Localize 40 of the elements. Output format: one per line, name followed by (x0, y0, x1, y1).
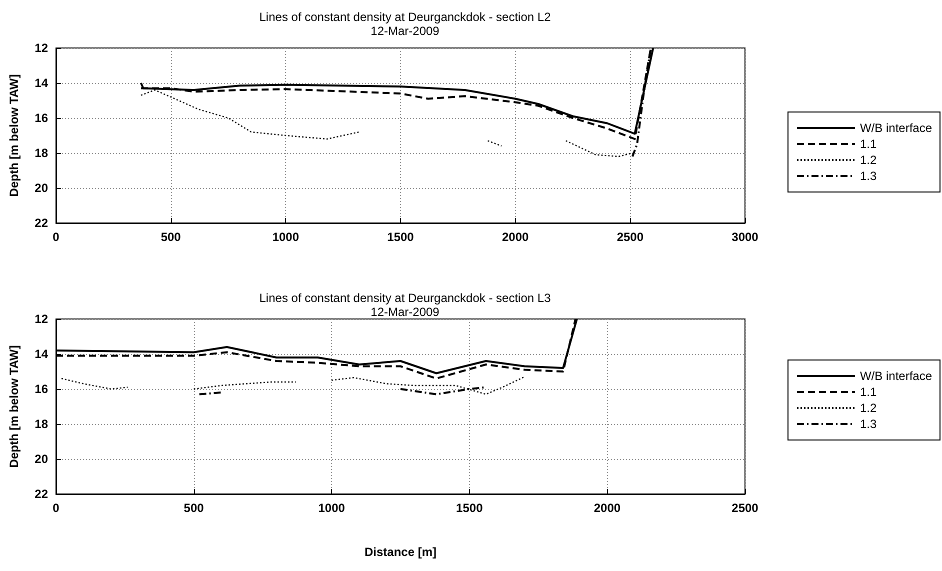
x-tick-label: 2000 (594, 501, 621, 515)
y-tick-label: 16 (34, 382, 48, 396)
y-tick-label: 12 (34, 41, 48, 55)
x-tick-label: 0 (52, 230, 60, 244)
x-tick-label: 1500 (387, 230, 414, 244)
y-tick-label: 12 (34, 312, 48, 326)
chart-title: Lines of constant density at Deurganckdok - section L3 (259, 291, 552, 305)
x-tick-label: 2000 (502, 230, 530, 244)
y-axis-title: Depth [m below TAW] (7, 345, 21, 468)
chart-title: Lines of constant density at Deurganckdok - section L2 (259, 10, 552, 24)
y-tick-label: 14 (34, 76, 48, 90)
y-tick-label: 20 (34, 452, 48, 466)
x-tick-label: 2500 (616, 230, 644, 244)
x-tick-label: 0 (52, 501, 60, 515)
legend-label: 1.3 (860, 417, 877, 431)
legend-label: 1.1 (860, 137, 877, 151)
x-tick-label: 500 (184, 501, 204, 515)
x-tick-label: 500 (160, 230, 182, 244)
x-tick-label: 1000 (272, 230, 300, 244)
x-tick-label: 1000 (318, 501, 346, 515)
y-tick-label: 18 (34, 417, 48, 431)
y-tick-label: 18 (34, 146, 48, 160)
x-tick-label: 2500 (732, 501, 759, 515)
y-tick-label: 14 (34, 347, 48, 361)
legend-label: 1.2 (860, 401, 877, 415)
y-axis-title: Depth [m below TAW] (7, 74, 21, 197)
y-tick-label: 16 (34, 111, 48, 125)
legend-label: 1.1 (860, 385, 877, 399)
legend-label: 1.2 (860, 153, 877, 167)
y-tick-label: 22 (34, 487, 48, 501)
y-tick-label: 20 (34, 181, 48, 195)
x-tick-label: 1500 (456, 501, 484, 515)
y-tick-label: 22 (34, 216, 48, 230)
chart-subtitle: 12-Mar-2009 (370, 305, 440, 319)
legend-label: W/B interface (860, 121, 932, 135)
legend-label: 1.3 (860, 169, 877, 183)
x-axis-title: Distance [m] (364, 545, 437, 559)
chart-subtitle: 12-Mar-2009 (370, 24, 440, 38)
x-tick-label: 3000 (732, 230, 759, 244)
legend-label: W/B interface (860, 369, 932, 383)
